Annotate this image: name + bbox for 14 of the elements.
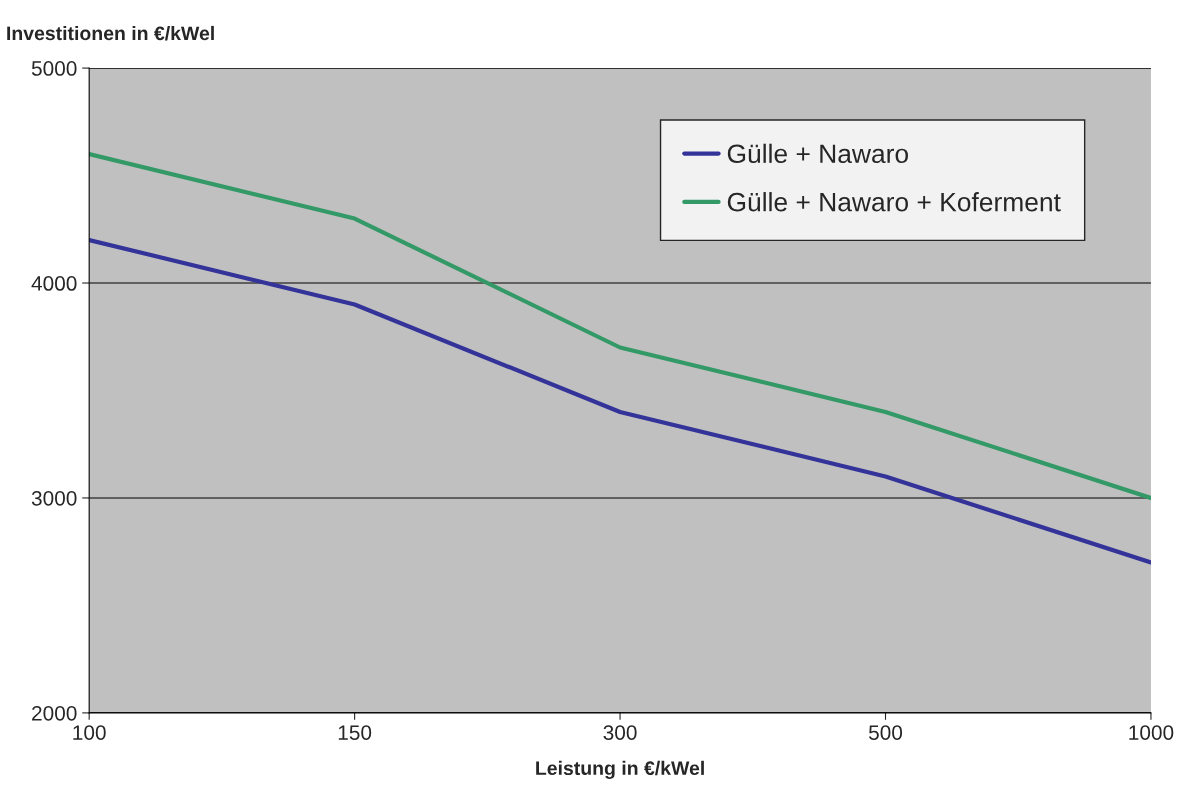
- legend-label: Gülle + Nawaro: [727, 143, 909, 164]
- y-tick-label: 2000: [32, 705, 77, 721]
- x-tick-label: 300: [603, 725, 637, 740]
- x-axis-title: Leistung in €/kWel: [536, 760, 704, 779]
- x-tick-label: 1000: [1129, 725, 1174, 740]
- line-series: [89, 237, 1151, 565]
- y-tick-label: 3000: [31, 490, 77, 506]
- y-tick-label: 5000: [31, 61, 77, 76]
- y-axis-title: Investitionen in €/kWel: [7, 25, 214, 41]
- legend-label: Gülle + Nawaro + Koferment: [727, 192, 1061, 212]
- y-tick-label: 4000: [31, 276, 77, 291]
- x-tick-label: 100: [73, 725, 106, 740]
- x-tick-label: 150: [338, 725, 372, 740]
- x-tick-label: 500: [868, 725, 903, 740]
